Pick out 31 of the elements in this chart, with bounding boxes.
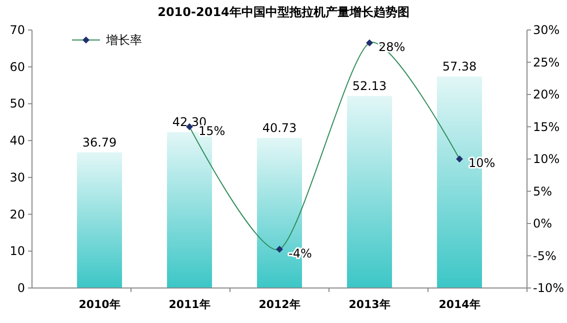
y2-tick-label: 20%	[533, 88, 560, 102]
y-tick-label: 50	[10, 96, 25, 111]
y2-tick-label: 0%	[533, 216, 552, 230]
y-tick-label: 70	[10, 23, 25, 37]
y-tick-label: 20	[10, 207, 25, 222]
y-tick-label: 0	[17, 281, 25, 295]
x-tick-label: 2014年	[438, 298, 480, 311]
bar	[347, 96, 392, 288]
y2-tick-label: 25%	[533, 55, 560, 70]
x-tick-label: 2013年	[348, 298, 390, 311]
y-tick-label: 30	[10, 170, 25, 184]
y-tick-label: 60	[10, 60, 25, 74]
x-tick-label: 2012年	[258, 298, 300, 311]
y2-tick-label: -5%	[533, 248, 556, 263]
x-tick-label: 2011年	[168, 298, 210, 311]
y-tick-label: 40	[10, 134, 25, 148]
data-label: 40.73	[262, 120, 297, 135]
y2-tick-label: 10%	[533, 152, 560, 166]
y2-tick-label: -10%	[533, 281, 564, 295]
y2-tick-label: 5%	[533, 184, 552, 198]
data-label: 10%	[468, 156, 496, 170]
bar	[77, 152, 122, 288]
legend-label: 增长率	[105, 33, 142, 47]
data-label: 52.13	[352, 78, 387, 93]
y2-tick-label: 15%	[533, 120, 560, 134]
y-tick-label: 10	[10, 244, 25, 258]
data-label: 36.79	[82, 135, 117, 150]
x-tick-label: 2010年	[78, 298, 120, 311]
data-label: 57.38	[442, 60, 477, 74]
chart-title: 2010-2014年中国中型拖拉机产量增长趋势图	[158, 5, 410, 19]
y2-tick-label: 30%	[533, 23, 560, 37]
